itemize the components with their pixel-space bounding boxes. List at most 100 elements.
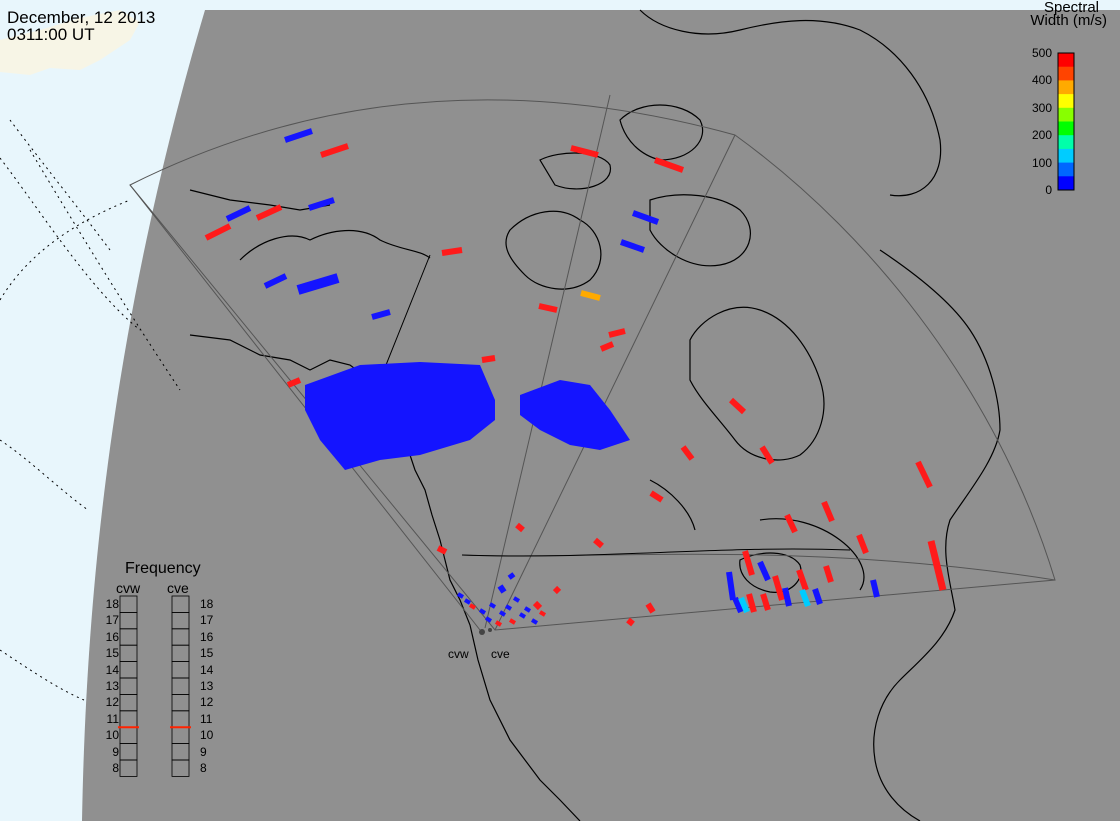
scatter-patch [504,604,513,611]
scatter-patch [812,588,823,605]
scatter-patch [821,500,835,523]
colorbar-segment [1058,135,1074,150]
colorbar-border [1057,52,1075,191]
colorbar-tick-label: 200 [1031,128,1052,143]
scatter-patch [653,157,685,173]
frequency-column-label-cvw: cvw [116,580,141,596]
colorbar-title-line2: Width (m/s) [1030,12,1107,29]
scatter-patch [436,545,448,555]
scatter-patch [225,205,252,222]
frequency-column-label-cve: cve [167,580,189,596]
scatter-patch [726,571,736,601]
frequency-tick-label: 11 [106,711,119,726]
frequency-tick-label: 12 [200,695,214,710]
frequency-tick-label: 15 [200,646,214,661]
frequency-tick-label: 13 [200,679,214,693]
scatter-patch [760,593,771,611]
scatter-patch [915,460,933,489]
colorbar-segment [1058,148,1074,164]
frequency-title: Frequency [125,560,201,577]
colorbar-segment [1058,162,1074,177]
colorbar-title-line1: Spectral [1043,0,1099,16]
scatter-patch [538,610,547,617]
scatter-patch [530,618,539,625]
scatter-patch [286,377,302,388]
coastlines [189,9,1001,821]
colorbar-tick-label: 300 [1031,100,1052,115]
scatter-patch [478,608,487,615]
frequency-cell [119,759,138,777]
radar-label-cvw: cvw [448,647,469,661]
frequency-tick-label: 12 [105,695,119,710]
scatter-patch [498,610,507,617]
scatter-patch [494,620,503,627]
scatter-patch [255,204,283,221]
scatter-patch [626,617,635,627]
scatter-patch [441,247,463,256]
scatter-patch [515,522,525,533]
colorbar-segment [1058,66,1074,81]
scatter-data [204,128,947,627]
frequency-tick-label: 17 [105,613,119,628]
scatter-patch [296,273,340,295]
time-label: 0311:00 UT [7,25,95,44]
colorbar-tick-label: 400 [1031,73,1052,88]
colorbar [1057,52,1075,191]
scatter-patch [532,600,543,611]
scatter-patch [580,290,601,301]
scatter-patch [484,616,493,623]
scatter-patch [680,445,695,461]
scatter-patch [308,197,335,211]
scatter-patch [742,550,755,576]
radar-site-marker [488,628,492,632]
scatter-patch [284,128,313,143]
scatter-patch [799,588,811,608]
scatter-patch [593,537,604,549]
scatter-patch [631,210,660,225]
scatter-patch [856,533,869,555]
frequency-tick-label: 14 [105,662,119,677]
scatter-patch [512,596,521,603]
scatter-patch [488,602,497,609]
colorbar-segment [1058,107,1074,122]
scatter-patch [645,602,656,614]
scatter-patch [508,618,517,625]
frequency-tick-label: 9 [112,744,119,759]
frequency-tick-label: 13 [105,679,119,693]
scatter-patch [263,273,288,289]
scatter-patch [746,593,757,613]
scatter-patch [757,560,771,582]
scatter-patch [870,579,880,598]
colorbar-segment [1058,80,1074,95]
scatter-patch [823,565,834,583]
colorbar-segment [1058,94,1074,109]
scatter-patch [772,575,785,601]
frequency-tick-label: 9 [200,744,207,759]
colorbar-segment [1058,53,1074,68]
scatter-patch [456,592,465,599]
scatter-patch [320,143,349,158]
colorbar-tick-label: 500 [1031,46,1052,60]
scatter-patch [204,223,232,241]
scatter-patch [523,606,532,613]
graticule [0,119,181,701]
scatter-patch [497,584,507,594]
date-label: December, 12 2013 [7,8,156,27]
scatter-patch [784,513,798,534]
scatter-patch [481,355,496,363]
scatter-patch [507,572,516,580]
scatter-patch [518,612,527,619]
frequency-tick-label: 18 [105,597,119,611]
scatter-region [520,380,630,450]
frequency-tick-label: 11 [200,711,213,726]
scatter-patch [371,309,391,320]
frequency-tick-label: 17 [200,613,214,628]
political-boundaries [379,254,851,557]
frequency-tick-label: 15 [105,646,119,661]
frequency-tick-label: 14 [200,662,214,677]
scatter-patch [732,596,744,614]
scatter-patch [782,587,792,607]
scatter-patch [649,490,664,503]
